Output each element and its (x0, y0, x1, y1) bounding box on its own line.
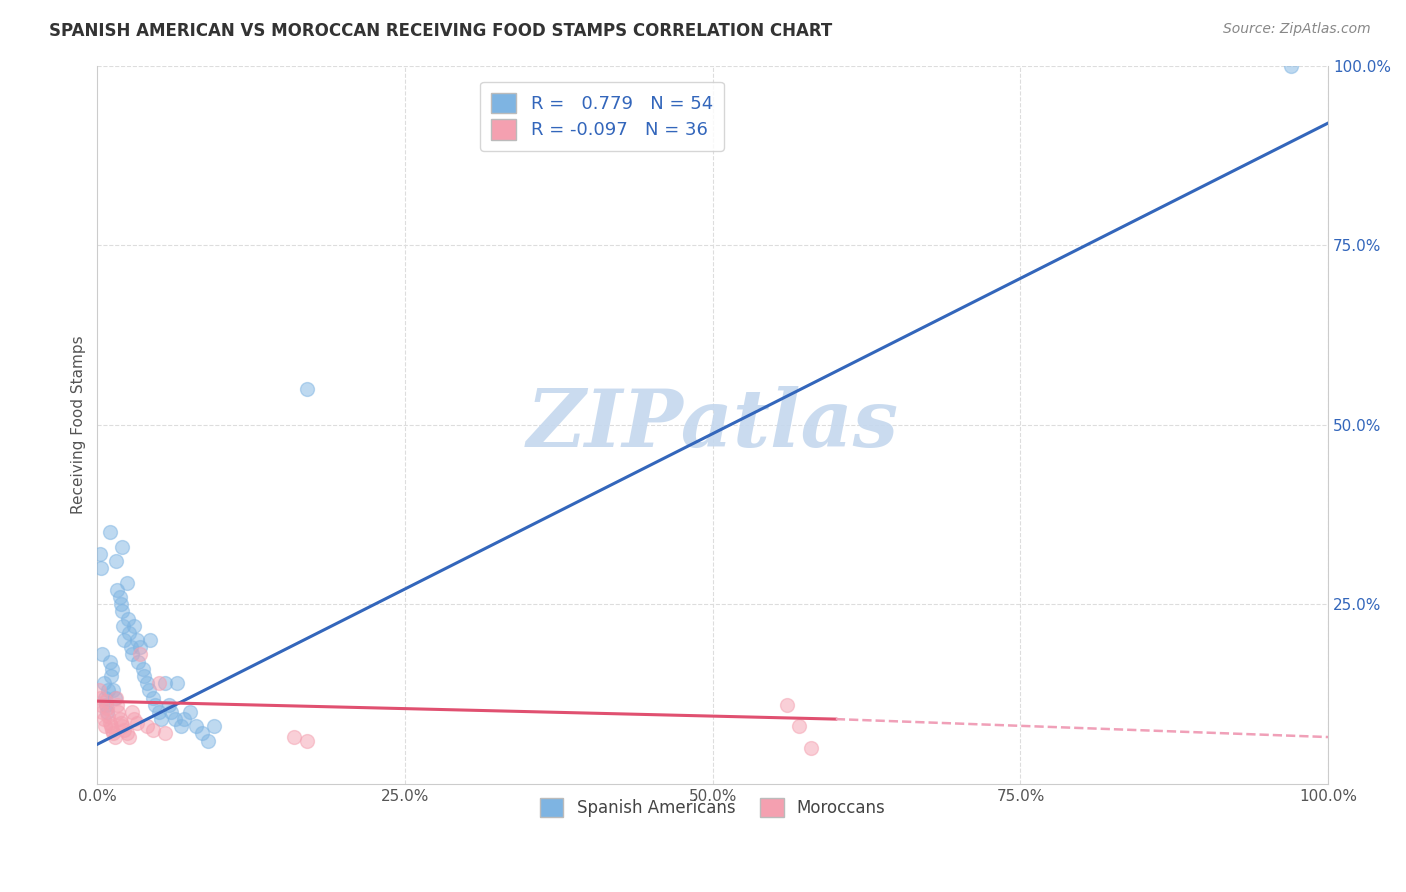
Point (800, 740, 823, 755)
Point (100, 719, 122, 733)
Point (110, 715, 132, 730)
Point (103, 726, 125, 740)
Point (111, 719, 134, 733)
Point (191, 726, 214, 740)
Point (132, 662, 155, 676)
Point (112, 633, 135, 648)
Point (121, 705, 143, 719)
Point (120, 640, 142, 655)
Point (166, 676, 188, 690)
Point (124, 712, 146, 726)
Point (115, 726, 138, 740)
Point (135, 719, 157, 733)
Point (138, 683, 160, 698)
Point (96, 705, 118, 719)
Point (125, 633, 148, 648)
Point (124, 619, 146, 633)
Text: ZIPatlas: ZIPatlas (527, 386, 898, 464)
Point (105, 582, 128, 597)
Point (121, 648, 143, 662)
Point (101, 662, 124, 676)
Point (283, 730, 305, 744)
Point (127, 655, 149, 669)
Point (129, 648, 152, 662)
Point (184, 719, 207, 733)
Point (173, 712, 195, 726)
Point (107, 705, 129, 719)
Point (91, 648, 114, 662)
Point (142, 723, 165, 737)
Text: SPANISH AMERICAN VS MOROCCAN RECEIVING FOOD STAMPS CORRELATION CHART: SPANISH AMERICAN VS MOROCCAN RECEIVING F… (49, 22, 832, 40)
Point (97, 708, 120, 723)
Point (93, 676, 115, 690)
Point (125, 715, 148, 730)
Point (108, 590, 131, 604)
Y-axis label: Receiving Food Stamps: Receiving Food Stamps (72, 335, 86, 514)
Point (94, 698, 117, 712)
Point (787, 719, 810, 733)
Point (157, 698, 180, 712)
Point (115, 575, 138, 590)
Point (103, 690, 125, 705)
Point (93, 712, 115, 726)
Point (89, 690, 111, 705)
Point (103, 730, 125, 744)
Point (150, 712, 173, 726)
Point (104, 554, 127, 568)
Point (112, 619, 135, 633)
Point (90, 561, 112, 575)
Point (118, 626, 141, 640)
Point (143, 698, 166, 712)
Point (87, 683, 110, 698)
Point (96, 701, 118, 715)
Point (97, 683, 120, 698)
Point (139, 633, 162, 648)
Point (142, 690, 165, 705)
Point (118, 730, 141, 744)
Point (94, 694, 117, 708)
Point (148, 676, 170, 690)
Point (295, 733, 318, 747)
Point (163, 712, 186, 726)
Point (98, 715, 121, 730)
Point (775, 698, 797, 712)
Point (295, 382, 318, 396)
Point (112, 723, 135, 737)
Point (104, 690, 127, 705)
Point (110, 597, 132, 611)
Point (98, 655, 121, 669)
Point (101, 723, 124, 737)
Point (129, 640, 152, 655)
Point (135, 676, 157, 690)
Point (1279, 59, 1302, 73)
Point (100, 669, 122, 683)
Point (134, 669, 156, 683)
Point (91, 705, 114, 719)
Point (111, 604, 134, 618)
Point (90, 698, 112, 712)
Point (108, 712, 131, 726)
Legend: Spanish Americans, Moroccans: Spanish Americans, Moroccans (531, 789, 894, 826)
Point (197, 733, 219, 747)
Point (111, 540, 134, 554)
Text: Source: ZipAtlas.com: Source: ZipAtlas.com (1223, 22, 1371, 37)
Point (160, 705, 183, 719)
Point (148, 705, 170, 719)
Point (153, 676, 176, 690)
Point (105, 698, 128, 712)
Point (179, 705, 201, 719)
Point (98, 525, 121, 540)
Point (153, 726, 176, 740)
Point (202, 719, 225, 733)
Point (93, 690, 115, 705)
Point (103, 683, 125, 698)
Point (170, 719, 193, 733)
Point (93, 719, 115, 733)
Point (117, 611, 139, 625)
Point (89, 547, 111, 561)
